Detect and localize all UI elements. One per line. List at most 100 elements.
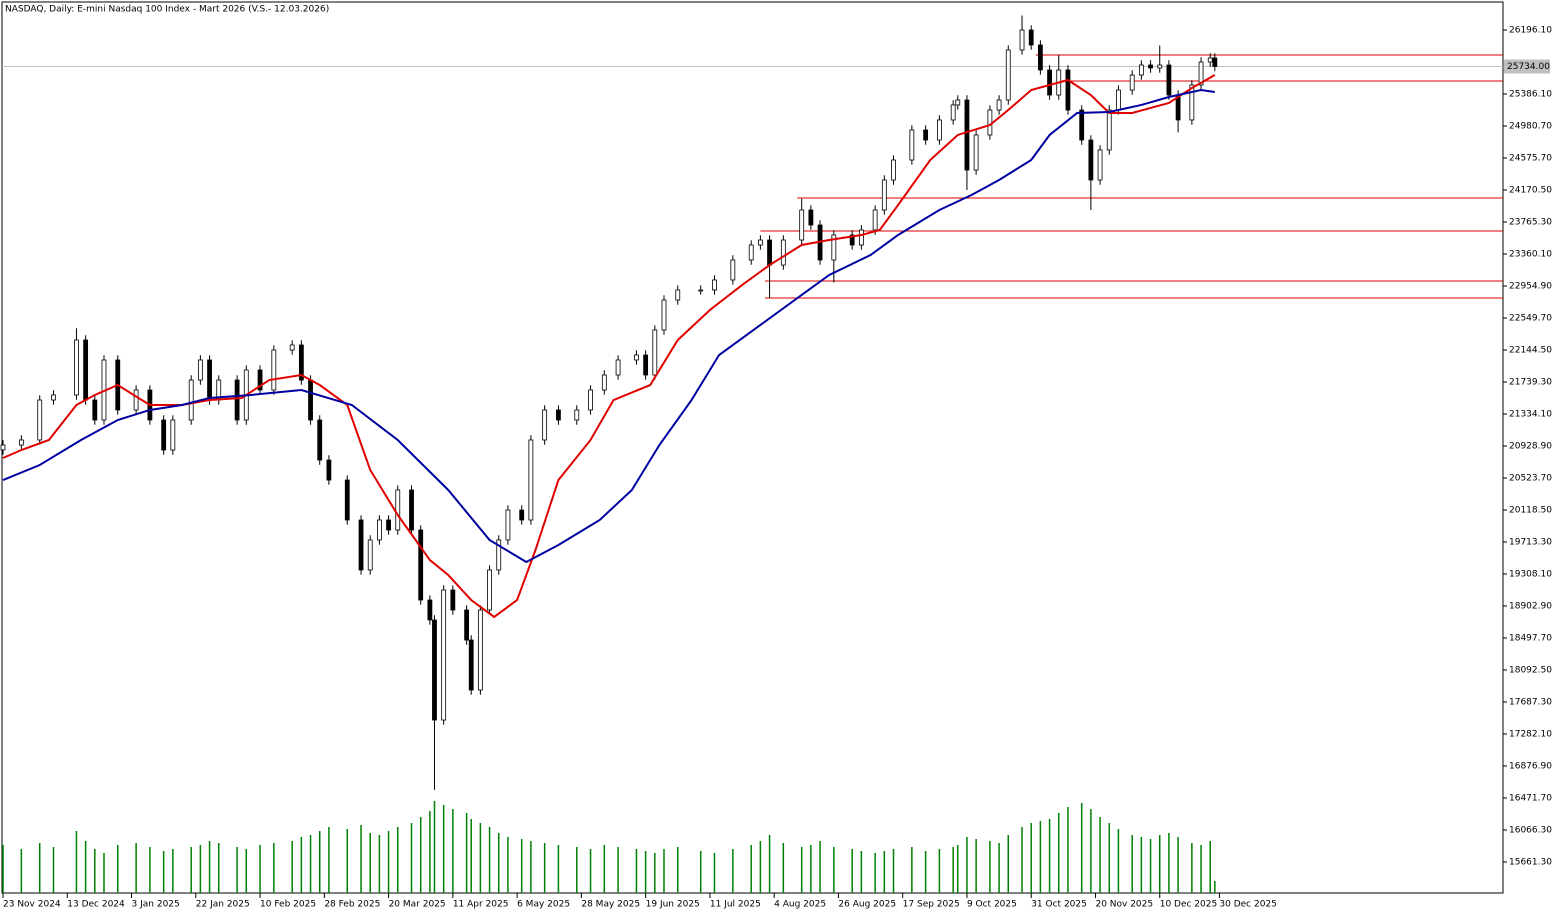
candle-body: [1207, 57, 1213, 63]
candle-body: [615, 359, 621, 376]
y-tick-label: 22549.70: [1509, 313, 1552, 323]
y-tick-label: 24170.50: [1509, 185, 1552, 195]
candle-body: [1166, 64, 1172, 96]
y-tick-label: 22954.90: [1509, 281, 1552, 291]
candle-body: [0, 444, 6, 451]
candle-body: [964, 99, 970, 171]
x-tick-label: 10 Dec 2025: [1160, 900, 1218, 910]
x-tick-label: 28 May 2025: [581, 900, 640, 910]
x-tick-label: 3 Jan 2025: [132, 900, 180, 910]
candle-body: [1116, 89, 1121, 111]
candle-body: [542, 409, 548, 441]
price-tag: [1504, 59, 1550, 74]
candle-body: [1047, 69, 1052, 96]
x-tick-label: 20 Nov 2025: [1095, 900, 1153, 910]
moving-average: [2, 74, 1216, 619]
x-tick-label: 23 Nov 2024: [3, 900, 61, 910]
candle-body: [358, 519, 364, 571]
y-tick-label: 19713.30: [1509, 537, 1552, 547]
candle-body: [528, 439, 534, 521]
plot-frame: [1, 1, 1504, 894]
chart-title: NASDAQ, Daily: E-mini Nasdaq 100 Index -…: [5, 5, 329, 15]
candle-body: [973, 134, 979, 171]
candle-body: [652, 329, 658, 376]
candle-body: [418, 529, 424, 601]
candle-body: [891, 159, 896, 181]
candle-body: [74, 339, 79, 396]
price-tag-label: 25734.00: [1507, 62, 1550, 72]
x-tick-label: 4 Aug 2025: [774, 900, 826, 910]
x-tick-label: 28 Feb 2025: [324, 900, 380, 910]
x-tick-label: 17 Sep 2025: [903, 900, 960, 910]
candle-body: [289, 344, 295, 351]
candle-body: [271, 349, 277, 391]
candle-body: [748, 244, 754, 261]
candle-body: [505, 509, 511, 541]
candle-body: [234, 379, 240, 421]
candle-body: [872, 209, 878, 231]
candle-body: [808, 209, 814, 226]
candle-body: [326, 459, 332, 481]
candle-body: [386, 519, 391, 531]
candle-body: [83, 339, 89, 401]
candle-body: [1148, 64, 1153, 69]
x-tick-label: 13 Dec 2024: [67, 900, 125, 910]
candle-body: [464, 609, 470, 641]
candle-body: [18, 439, 24, 446]
candle-body: [170, 419, 176, 451]
candle-body: [1212, 57, 1218, 67]
candle-body: [92, 399, 98, 421]
y-tick-label: 19308.10: [1509, 570, 1552, 580]
candle-body: [831, 234, 837, 261]
candle-body: [1037, 44, 1043, 71]
y-tick-label: 23360.10: [1509, 249, 1552, 259]
candle-body: [675, 289, 681, 301]
candle-body: [367, 539, 373, 571]
candle-body: [556, 409, 561, 421]
y-tick-label: 18902.90: [1509, 602, 1552, 612]
x-tick-label: 26 Aug 2025: [838, 900, 896, 910]
candle-body: [496, 539, 502, 571]
candle-body: [207, 359, 212, 401]
y-tick-label: 20523.70: [1509, 473, 1552, 483]
y-tick-label: 17282.10: [1509, 730, 1552, 740]
candle-body: [588, 389, 593, 411]
candle-body: [468, 639, 474, 691]
y-tick-label: 20118.50: [1509, 505, 1552, 515]
candle-body: [37, 399, 43, 441]
y-tick-label: 18092.50: [1509, 666, 1552, 676]
candle-body: [730, 259, 736, 281]
candle-body: [923, 129, 929, 141]
candle-body: [317, 419, 323, 461]
candle-body: [780, 239, 786, 266]
candle-body: [1189, 84, 1195, 121]
candle-body: [909, 129, 915, 161]
y-tick-label: 15661.30: [1509, 858, 1552, 868]
x-tick-label: 22 Jan 2025: [196, 900, 250, 910]
x-tick-label: 11 Jul 2025: [710, 900, 761, 910]
candle-body: [1028, 29, 1034, 46]
candle-body: [1079, 109, 1085, 141]
candle-body: [409, 489, 414, 531]
moving-average: [2, 89, 1215, 564]
candle-body: [51, 394, 56, 401]
candle-body: [1106, 109, 1112, 151]
y-tick-label: 22144.50: [1509, 345, 1552, 355]
x-tick-label: 31 Oct 2025: [1031, 900, 1087, 910]
candle-body: [881, 179, 887, 211]
y-tick-label: 16876.90: [1509, 762, 1552, 772]
x-tick-label: 6 May 2025: [517, 900, 570, 910]
candle-body: [849, 234, 855, 246]
candle-body: [257, 369, 263, 391]
candle-body: [1005, 49, 1011, 101]
y-tick-label: 25386.10: [1509, 89, 1552, 99]
y-tick-label: 24575.70: [1509, 153, 1552, 163]
candle-body: [937, 119, 942, 141]
y-tick-label: 26196.10: [1509, 26, 1552, 36]
candle-body: [712, 279, 717, 291]
y-tick-label: 16066.30: [1509, 826, 1552, 836]
candle-body: [133, 389, 139, 411]
candle-body: [441, 589, 447, 721]
candle-body: [987, 109, 993, 136]
